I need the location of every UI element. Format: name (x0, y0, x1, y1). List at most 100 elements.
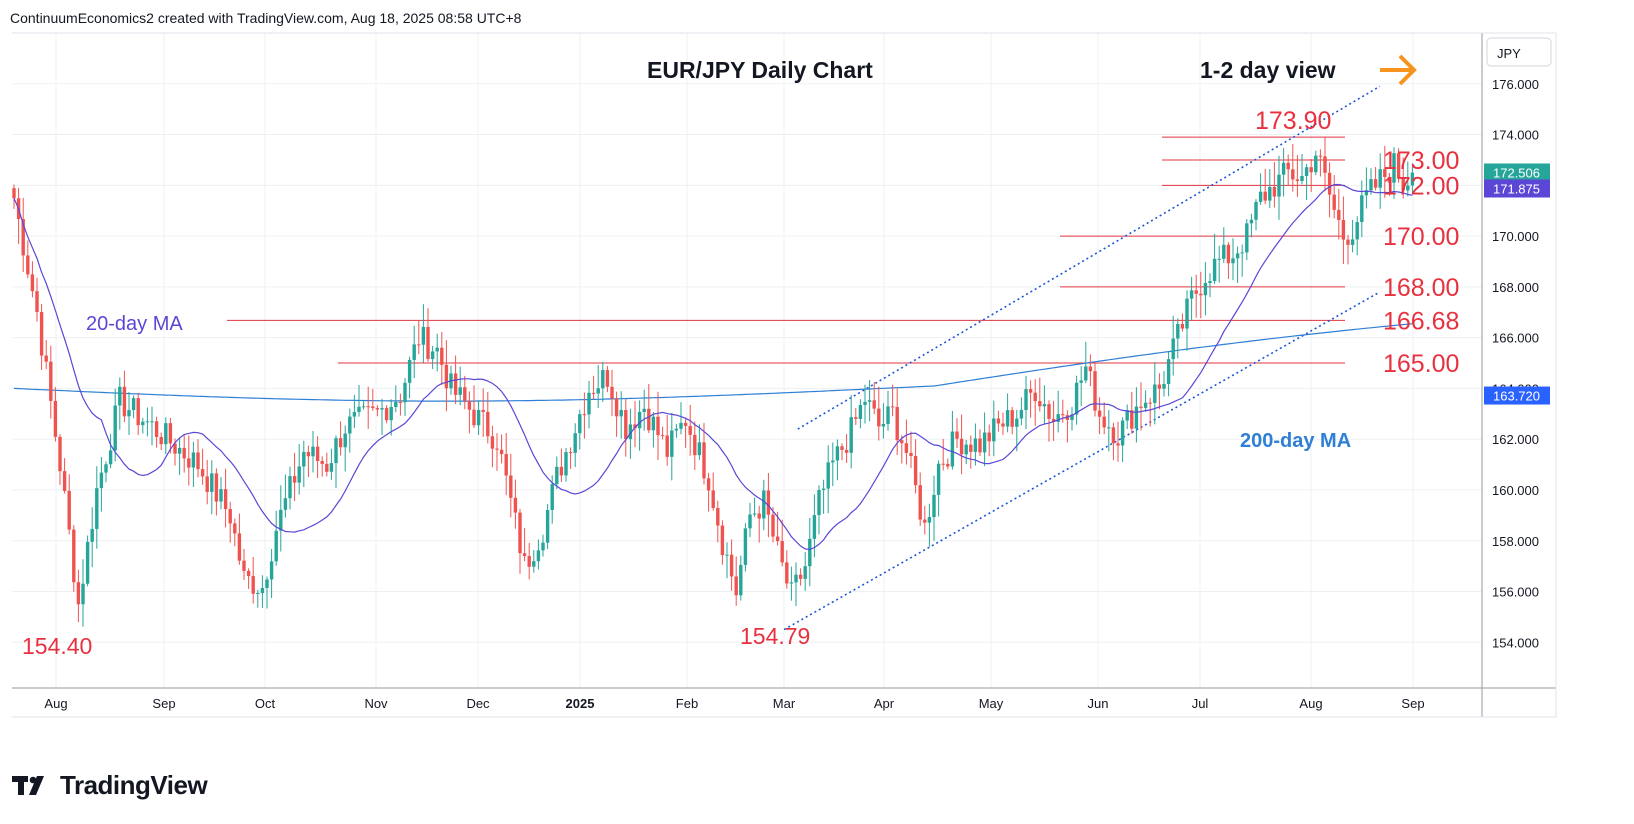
ma200-tag-box (1484, 386, 1550, 405)
candle-body (246, 570, 251, 577)
ma20-line-group (13, 183, 1413, 551)
candle-body (1369, 179, 1373, 191)
candle-body (596, 388, 600, 394)
candle-body (1134, 406, 1139, 429)
candle-body (44, 355, 48, 362)
candle-body (959, 438, 964, 455)
candle-body (1061, 414, 1065, 416)
candle-body (1272, 186, 1277, 197)
candle-body (541, 542, 545, 551)
candle-body (555, 466, 559, 485)
low-label: 154.40 (22, 633, 92, 659)
candle-body (601, 370, 605, 389)
candle-body (1309, 167, 1313, 173)
candle-body (927, 516, 932, 523)
candle-body (1277, 174, 1281, 197)
candle-body (706, 478, 711, 491)
y-tick-label: 160.000 (1492, 483, 1539, 498)
candle-body (113, 405, 117, 451)
y-tick-label: 162.000 (1492, 432, 1539, 447)
candle-body (522, 553, 527, 557)
level-label: 173.00 (1383, 147, 1459, 175)
x-tick-label: Aug (1299, 696, 1322, 711)
candle-body (1185, 298, 1189, 329)
candle-body (444, 364, 449, 389)
candle-body (1346, 239, 1350, 245)
candle-body (1171, 338, 1175, 360)
candle-body (780, 541, 784, 563)
tradingview-brand[interactable]: TradingView (12, 770, 208, 801)
candle-body (545, 510, 550, 543)
candle-body (53, 400, 58, 437)
candle-body (1327, 172, 1332, 195)
candle-body (969, 444, 973, 452)
candle-body (840, 446, 844, 450)
candle-body (509, 475, 513, 498)
candle-body (1051, 418, 1056, 422)
candle-body (1286, 162, 1290, 170)
candle-body (518, 512, 522, 554)
candle-body (182, 447, 186, 459)
candle-body (283, 498, 288, 510)
candle-body (371, 406, 375, 409)
candle-body (582, 414, 587, 416)
ma20-line (13, 183, 1413, 551)
currency-box[interactable] (1486, 37, 1552, 67)
candle-body (108, 450, 113, 465)
candle-body (504, 454, 508, 476)
candle-body (237, 533, 242, 561)
candle-body (1088, 366, 1093, 372)
candle-body (430, 351, 435, 360)
candle-body (817, 490, 821, 516)
level-label: 166.68 (1383, 307, 1459, 335)
candle-body (955, 431, 959, 439)
candle-body (992, 418, 996, 442)
candle-body (361, 406, 366, 408)
candle-body (205, 476, 209, 492)
candle-body (274, 530, 278, 562)
candle-body (973, 438, 978, 452)
candle-body (739, 564, 743, 596)
candle-body (1263, 191, 1267, 201)
candle-body (357, 406, 361, 412)
level-label: 165.00 (1383, 350, 1459, 378)
candle-body (1116, 443, 1120, 446)
candle-body (1033, 392, 1037, 402)
candle-body (665, 435, 669, 457)
candle-body (1410, 172, 1415, 186)
candle-body (1001, 423, 1005, 427)
candle-body (1350, 239, 1355, 245)
candle-body (177, 447, 182, 454)
candle-body (499, 449, 504, 455)
candle-body (1194, 290, 1198, 294)
candle-body (481, 409, 485, 412)
candle-body (490, 436, 495, 449)
candle-body (1084, 366, 1088, 381)
level-label: 172.00 (1383, 172, 1459, 200)
candle-body (697, 442, 702, 456)
candle-body (131, 398, 136, 411)
candle-body (380, 408, 384, 410)
candle-body (633, 424, 637, 429)
candles (12, 136, 1415, 627)
support-resistance-levels (227, 136, 1345, 364)
brand-name: TradingView (60, 770, 208, 800)
candle-body (789, 582, 794, 584)
candle-body (573, 433, 577, 453)
candle-body (302, 452, 306, 467)
candle-body (412, 344, 416, 360)
candle-body (1019, 409, 1024, 419)
candle-body (803, 566, 807, 579)
candle-body (1337, 209, 1341, 221)
candle-body (95, 488, 99, 529)
candle-body (421, 326, 426, 345)
candle-body (1360, 195, 1364, 223)
candle-body (771, 514, 775, 537)
channel-lower-line (783, 291, 1381, 631)
candle-body (1249, 219, 1254, 224)
candle-body (895, 407, 899, 441)
candle-body (918, 485, 922, 520)
candle-body (1093, 371, 1097, 411)
